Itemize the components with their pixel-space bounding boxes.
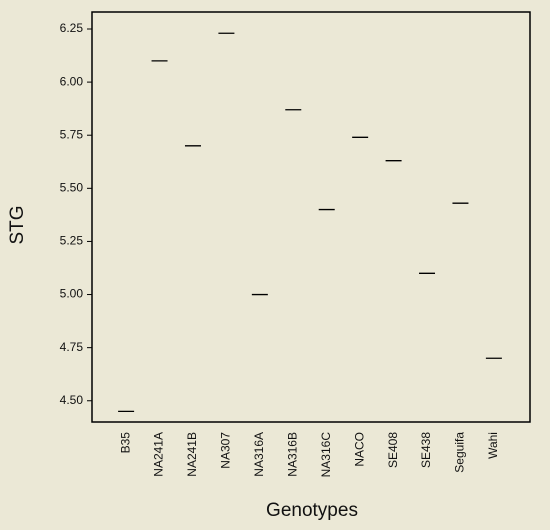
- x-tick-label: Wahi: [486, 432, 500, 459]
- y-tick-label: 4.50: [60, 393, 84, 407]
- x-tick-label: NA316A: [252, 432, 266, 477]
- x-axis-title: Genotypes: [266, 500, 358, 521]
- y-tick-label: 6.00: [60, 74, 84, 88]
- y-tick-label: 5.50: [60, 180, 84, 194]
- x-tick-label: B35: [118, 432, 132, 454]
- y-tick-label: 5.00: [60, 287, 84, 301]
- x-tick-label: NACO: [352, 432, 366, 467]
- x-tick-label: SE438: [419, 432, 433, 468]
- x-tick-label: NA307: [219, 432, 233, 469]
- x-tick-label: NA241A: [152, 432, 166, 477]
- plot-area: [91, 11, 531, 423]
- y-axis-title: STG: [7, 205, 28, 244]
- x-tick-label: NA241B: [185, 432, 199, 477]
- y-tick-label: 5.25: [60, 234, 84, 248]
- x-tick-label: NA316C: [319, 432, 333, 478]
- y-tick-label: 4.75: [60, 340, 84, 354]
- x-tick-label: NA316B: [285, 432, 299, 477]
- x-tick-label: SE408: [386, 432, 400, 468]
- y-tick-label: 6.25: [60, 21, 84, 35]
- y-tick-label: 5.75: [60, 127, 84, 141]
- x-tick-label: Seguifa: [453, 432, 467, 473]
